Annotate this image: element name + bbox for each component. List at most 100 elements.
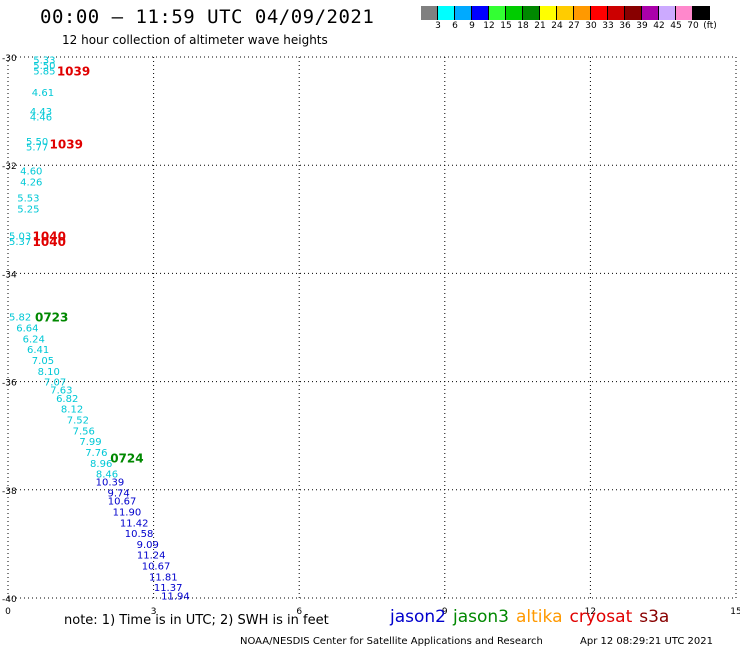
y-tick-label: -30 xyxy=(2,54,17,64)
wave-height-point: 7.56 xyxy=(73,426,95,437)
chart-subtitle: 12 hour collection of altimeter wave hei… xyxy=(62,33,328,47)
wave-height-point: 5.50 xyxy=(26,137,48,148)
wave-height-point: 6.82 xyxy=(56,394,78,405)
y-tick-label: -40 xyxy=(2,595,17,605)
pass-time-label: 0723 xyxy=(35,311,68,325)
credit-line: NOAA/NESDIS Center for Satellite Applica… xyxy=(240,636,543,647)
color-swatch xyxy=(659,6,676,20)
color-scale-label: 70 xyxy=(687,21,699,31)
wave-height-point: 4.46 xyxy=(30,113,52,124)
x-tick-label: 0 xyxy=(5,607,11,617)
wave-height-point: 4.60 xyxy=(20,167,42,178)
color-swatch xyxy=(506,6,523,20)
pass-time-label: 1039 xyxy=(57,65,90,79)
data-points: 5.335.505.854.614.434.465.505.774.604.26… xyxy=(9,56,190,603)
color-scale-label: 21 xyxy=(534,21,546,31)
x-tick-label: 12 xyxy=(585,607,596,617)
color-swatch xyxy=(642,6,659,20)
x-tick-label: 3 xyxy=(151,607,157,617)
wave-height-point: 9.09 xyxy=(137,540,159,551)
wave-height-point: 5.37 xyxy=(9,237,31,248)
wave-height-point: 5.33 xyxy=(33,56,55,67)
x-tick-label: 9 xyxy=(442,607,448,617)
wave-height-point: 11.81 xyxy=(149,572,178,583)
legend-entry: jason2 xyxy=(390,607,446,627)
color-scale-label: 15 xyxy=(500,21,512,31)
wave-height-point: 8.10 xyxy=(38,367,60,378)
color-scale-label: 27 xyxy=(568,21,580,31)
color-scale-label: 42 xyxy=(653,21,665,31)
wave-height-point: 11.37 xyxy=(154,583,183,594)
wave-height-point: 7.63 xyxy=(50,386,72,397)
y-tick-label: -34 xyxy=(2,270,17,280)
wave-height-point: 5.53 xyxy=(17,194,39,205)
pass-time-label: 1040 xyxy=(33,230,66,244)
wave-height-point: 7.52 xyxy=(67,415,89,426)
wave-height-point: 8.46 xyxy=(96,470,118,481)
wave-height-point: 5.50 xyxy=(33,61,55,72)
color-swatch xyxy=(676,6,693,20)
wave-height-point: 4.43 xyxy=(30,107,52,118)
wave-height-point: 6.24 xyxy=(23,334,45,345)
wave-height-point: 6.41 xyxy=(27,345,49,356)
color-scale-label: (ft) xyxy=(703,21,717,31)
color-scale-label: 6 xyxy=(452,21,458,31)
color-scale-label: 30 xyxy=(585,21,597,31)
color-swatch xyxy=(574,6,591,20)
wave-height-point: 11.42 xyxy=(120,518,149,529)
generation-timestamp: Apr 12 08:29:21 UTC 2021 xyxy=(580,636,713,647)
wave-height-point: 5.25 xyxy=(17,204,39,215)
color-scale-labels: 3 6 9 12 15 18 21 24 27 30 33 36 39 42 45 70 (ft) xyxy=(421,20,740,34)
wave-height-point: 8.96 xyxy=(90,459,112,470)
color-scale-legend: 3 6 9 12 15 18 21 24 27 30 33 36 39 42 45 70 (ft) xyxy=(421,6,740,34)
x-tick-label: 6 xyxy=(296,607,302,617)
pass-time-label: 1040 xyxy=(33,235,66,249)
color-swatch xyxy=(540,6,557,20)
color-swatch xyxy=(438,6,455,20)
color-swatch xyxy=(625,6,642,20)
wave-height-point: 4.61 xyxy=(32,88,54,99)
color-scale-label: 45 xyxy=(670,21,682,31)
wave-height-point: 5.82 xyxy=(9,313,31,324)
legend-entry: cryosat xyxy=(569,607,633,627)
y-tick-label: -32 xyxy=(2,162,17,172)
legend-entry: altika xyxy=(516,607,563,627)
satellite-legend: jason2 jason3 altika cryosat s3a xyxy=(390,607,676,627)
wave-height-point: 7.07 xyxy=(44,378,66,389)
wave-height-point: 5.85 xyxy=(33,67,55,78)
wave-height-point: 10.58 xyxy=(125,529,154,540)
wave-height-point: 4.26 xyxy=(20,177,42,188)
color-scale-swatches xyxy=(421,6,740,20)
color-swatch xyxy=(489,6,506,20)
wave-height-point: 11.24 xyxy=(137,551,166,562)
axes: 0 3 6 9 12 15 -30 -32 -34 -36 -38 -40 xyxy=(2,54,740,617)
color-scale-label: 9 xyxy=(469,21,475,31)
color-scale-label: 12 xyxy=(483,21,495,31)
color-swatch xyxy=(421,6,438,20)
wave-height-point: 11.90 xyxy=(113,507,142,518)
color-scale-label: 24 xyxy=(551,21,563,31)
color-scale-label: 36 xyxy=(619,21,631,31)
wave-height-point: 8.12 xyxy=(61,405,83,416)
color-swatch xyxy=(608,6,625,20)
wave-height-point: 10.39 xyxy=(96,478,125,489)
color-scale-label: 3 xyxy=(435,21,441,31)
wave-height-point: 6.64 xyxy=(16,324,38,335)
wave-height-point: 7.99 xyxy=(79,437,101,448)
wave-height-point: 11.94 xyxy=(161,591,190,602)
wave-height-point: 7.05 xyxy=(32,356,54,367)
color-swatch xyxy=(455,6,472,20)
color-scale-label: 18 xyxy=(517,21,529,31)
wave-height-point: 5.77 xyxy=(26,142,48,153)
wave-height-point: 10.67 xyxy=(142,562,171,573)
legend-entry: s3a xyxy=(639,607,670,627)
wave-height-point: 5.03 xyxy=(9,232,31,243)
pass-time-label: 1039 xyxy=(50,138,83,152)
color-swatch xyxy=(472,6,489,20)
wave-height-point: 9.74 xyxy=(108,489,130,500)
grid xyxy=(7,56,737,599)
y-tick-label: -38 xyxy=(2,487,17,497)
wave-height-point: 7.76 xyxy=(85,448,107,459)
